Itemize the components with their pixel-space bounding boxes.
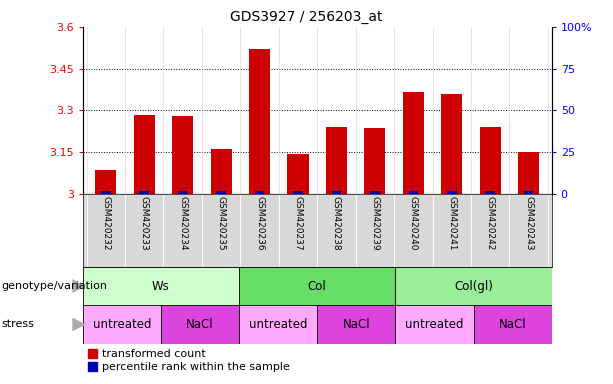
Bar: [474, 305, 552, 344]
Bar: [370, 190, 379, 194]
Bar: [83, 305, 161, 344]
Bar: [326, 127, 347, 194]
Bar: [140, 190, 149, 194]
Bar: [210, 149, 232, 194]
Bar: [125, 194, 164, 267]
Text: untreated: untreated: [405, 318, 463, 331]
Bar: [509, 194, 548, 267]
Bar: [240, 194, 279, 267]
Bar: [178, 190, 188, 194]
Bar: [447, 190, 457, 194]
Text: Ws: Ws: [152, 280, 170, 293]
Text: GSM420243: GSM420243: [524, 196, 533, 251]
Bar: [409, 190, 418, 194]
Text: GSM420234: GSM420234: [178, 196, 187, 251]
Bar: [161, 305, 239, 344]
Legend: transformed count, percentile rank within the sample: transformed count, percentile rank withi…: [88, 349, 289, 372]
Text: NaCl: NaCl: [343, 318, 370, 331]
Bar: [485, 190, 495, 194]
Bar: [134, 114, 155, 194]
Bar: [293, 190, 303, 194]
Text: GDS3927 / 256203_at: GDS3927 / 256203_at: [230, 10, 383, 23]
Text: stress: stress: [1, 319, 34, 329]
Text: GSM420237: GSM420237: [294, 196, 302, 251]
Polygon shape: [72, 318, 86, 331]
Text: GSM420233: GSM420233: [140, 196, 149, 251]
Text: GSM420238: GSM420238: [332, 196, 341, 251]
Text: GSM420241: GSM420241: [447, 196, 456, 251]
Bar: [287, 154, 308, 194]
Bar: [403, 92, 424, 194]
Bar: [356, 194, 394, 267]
Text: NaCl: NaCl: [186, 318, 214, 331]
Text: GSM420240: GSM420240: [409, 196, 418, 251]
Bar: [172, 116, 193, 194]
Bar: [479, 127, 501, 194]
Text: GSM420235: GSM420235: [216, 196, 226, 251]
Bar: [332, 190, 341, 194]
Bar: [239, 305, 318, 344]
Polygon shape: [72, 279, 86, 293]
Bar: [95, 170, 116, 194]
Text: untreated: untreated: [93, 318, 151, 331]
Bar: [364, 129, 386, 194]
Bar: [255, 190, 264, 194]
Bar: [395, 305, 474, 344]
Text: untreated: untreated: [249, 318, 307, 331]
Bar: [433, 194, 471, 267]
Bar: [164, 194, 202, 267]
Bar: [318, 194, 356, 267]
Bar: [83, 267, 239, 305]
Text: GSM420242: GSM420242: [485, 196, 495, 250]
Text: genotype/variation: genotype/variation: [1, 281, 107, 291]
Bar: [394, 194, 433, 267]
Bar: [395, 267, 552, 305]
Bar: [202, 194, 240, 267]
Bar: [518, 152, 539, 194]
Text: GSM420232: GSM420232: [101, 196, 110, 251]
Bar: [441, 94, 462, 194]
Text: Col: Col: [308, 280, 327, 293]
Bar: [524, 190, 533, 194]
Bar: [471, 194, 509, 267]
Bar: [239, 267, 395, 305]
Bar: [86, 194, 125, 267]
Text: GSM420239: GSM420239: [370, 196, 379, 251]
Text: Col(gl): Col(gl): [454, 280, 493, 293]
Bar: [279, 194, 318, 267]
Text: GSM420236: GSM420236: [255, 196, 264, 251]
Bar: [249, 49, 270, 194]
Bar: [216, 190, 226, 194]
Text: NaCl: NaCl: [499, 318, 527, 331]
Bar: [101, 190, 110, 194]
Bar: [318, 305, 395, 344]
